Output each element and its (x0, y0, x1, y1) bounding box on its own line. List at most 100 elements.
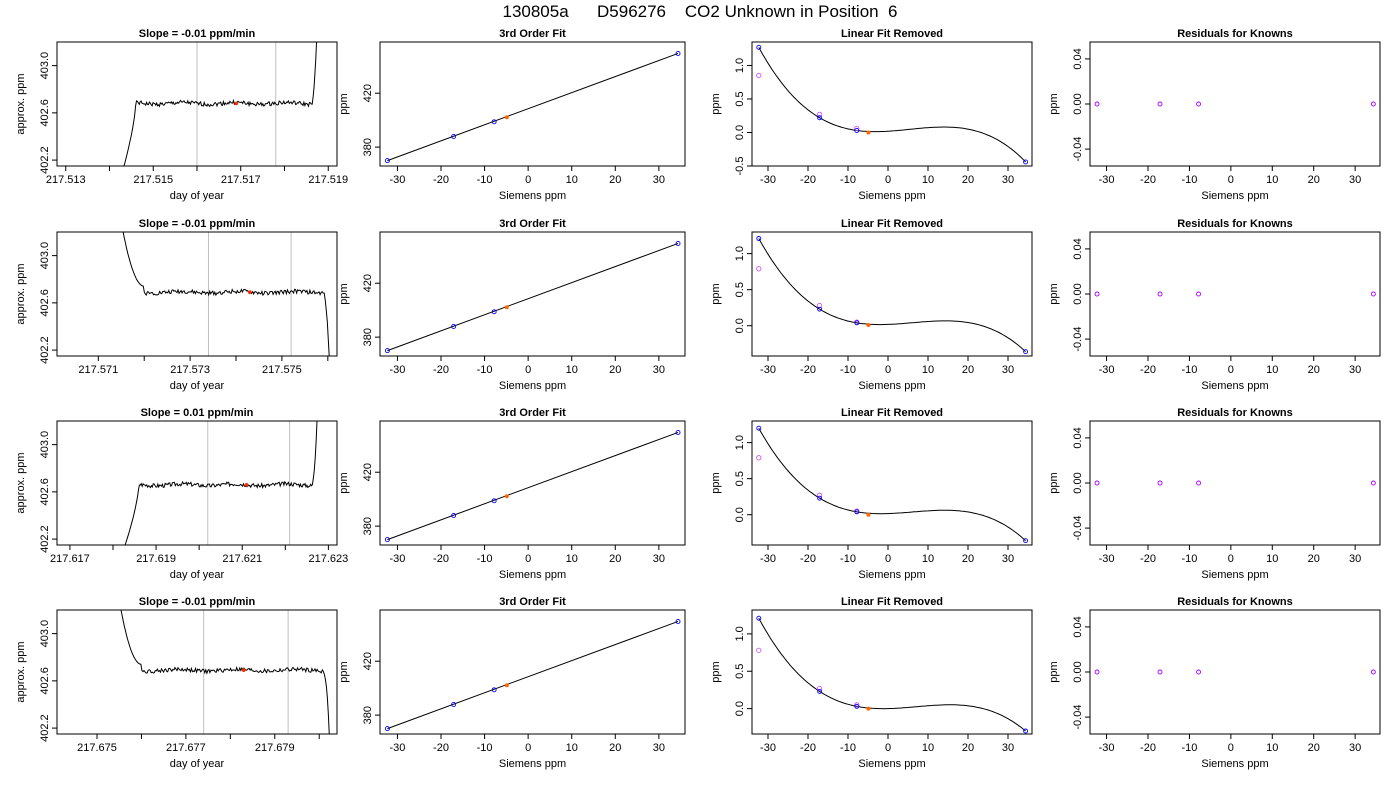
known-point (756, 615, 762, 621)
mean-marker (241, 668, 246, 673)
known-point (451, 513, 457, 518)
y-axis-label: ppm (1048, 472, 1060, 493)
x-tick-label: 20 (609, 174, 621, 186)
known-point (817, 688, 823, 694)
panel-title: Linear Fit Removed (841, 596, 943, 608)
y-axis-label: approx. ppm (15, 263, 27, 324)
plot-frame (751, 609, 1033, 735)
panel-fit-3: 3rd Order Fit -30 -20 -10 0 10 20 30 380 420 Sieme… (338, 407, 686, 581)
y-tick-label: -0.04 (1072, 516, 1084, 541)
x-tick-label: 217.519 (308, 174, 348, 186)
x-tick-label: 30 (653, 174, 665, 186)
x-tick-label: 30 (1349, 364, 1361, 376)
panel-linfit-1: Linear Fit Removed -30 -20 -10 0 10 20 30 -0.5 0.… (710, 28, 1033, 202)
panel-resid-1: Residuals for Knowns -30 -20 -10 0 10 20 30 -0.0… (1048, 28, 1381, 202)
x-tick-label: 217.677 (166, 742, 206, 754)
plot-area (756, 425, 1029, 544)
known-point (675, 241, 681, 246)
y-axis-label: approx. ppm (15, 641, 27, 702)
y-tick-label: 0.04 (1072, 48, 1084, 69)
y-axis-label: ppm (1048, 93, 1060, 114)
x-tick-label: 30 (1349, 742, 1361, 754)
known-point (854, 320, 860, 326)
x-tick-label: 10 (1266, 174, 1278, 186)
known-point (756, 44, 762, 50)
residual-point (1157, 291, 1163, 297)
plot-frame (379, 609, 686, 735)
plot-frame (1089, 609, 1381, 735)
panel-title: Residuals for Knowns (1177, 28, 1293, 40)
y-tick-label: 0.5 (734, 91, 746, 106)
y-tick-label: 402.6 (39, 667, 51, 695)
y-tick-label: 402.6 (39, 478, 51, 506)
concentration-trace (123, 42, 318, 166)
y-tick-label: 380 (362, 517, 374, 535)
x-tick-label: 10 (922, 742, 934, 754)
panel-resid-2: Residuals for Knowns -30 -20 -10 0 10 20 30 -0.0… (1048, 218, 1381, 392)
residual-point (1370, 669, 1376, 675)
x-tick-label: 217.679 (255, 742, 295, 754)
x-tick-label: 20 (609, 553, 621, 565)
x-tick-label: 0 (885, 553, 891, 565)
residual-point (1370, 101, 1376, 107)
x-tick-label: -30 (389, 742, 405, 754)
x-tick-label: -30 (389, 174, 405, 186)
x-tick-label: 0 (525, 174, 531, 186)
figure-title: 130805a D596276 CO2 Unknown in Position … (502, 2, 898, 21)
x-tick-label: 10 (1266, 742, 1278, 754)
y-axis-label: ppm (338, 472, 350, 493)
known-point (1023, 349, 1029, 355)
y-tick-label: 0.0 (734, 701, 746, 716)
x-axis-label: Siemens ppm (499, 569, 566, 581)
known-point (756, 425, 762, 431)
y-tick-label: 0.04 (1072, 427, 1084, 448)
known-point (756, 236, 762, 241)
x-tick-label: 0 (525, 742, 531, 754)
residual-point (1094, 669, 1100, 675)
cubic-curve (758, 238, 1026, 353)
plot-frame (1089, 231, 1381, 357)
x-tick-label: 30 (1349, 174, 1361, 186)
plot-area (1094, 480, 1376, 486)
concentration-trace (124, 421, 318, 545)
y-axis-label: ppm (710, 472, 722, 493)
x-tick-label: -20 (1140, 174, 1156, 186)
x-tick-label: 30 (1349, 553, 1361, 565)
y-axis-label: ppm (338, 661, 350, 682)
plot-area (384, 241, 681, 354)
x-tick-label: 217.513 (46, 174, 86, 186)
residual-point (1196, 101, 1201, 107)
x-tick-label: 20 (609, 742, 621, 754)
known-point (1023, 159, 1029, 165)
known-point (854, 128, 860, 133)
y-tick-label: 0.5 (734, 471, 746, 486)
y-tick-label: 402.6 (39, 99, 51, 127)
plot-frame (1089, 420, 1381, 546)
x-tick-label: 10 (566, 742, 578, 754)
x-tick-label: -10 (477, 364, 493, 376)
x-axis-label: Siemens ppm (1201, 380, 1268, 392)
known-point (675, 51, 681, 56)
known-point (854, 509, 860, 515)
x-tick-label: -30 (760, 742, 776, 754)
x-tick-label: 10 (922, 174, 934, 186)
known-point (817, 306, 823, 312)
y-tick-label: 0.00 (1072, 93, 1084, 114)
y-tick-label: 402.2 (39, 525, 51, 553)
plot-area (384, 51, 681, 164)
x-tick-label: -20 (433, 553, 449, 565)
panel-title: Residuals for Knowns (1177, 407, 1293, 419)
x-tick-label: 30 (1002, 174, 1014, 186)
cubic-curve (758, 427, 1026, 542)
plot-frame (751, 231, 1033, 357)
x-tick-label: -10 (477, 742, 493, 754)
y-axis-label: ppm (710, 661, 722, 682)
y-tick-label: 380 (362, 328, 374, 346)
y-tick-label: 420 (362, 274, 374, 292)
unknown-point (866, 512, 871, 517)
panel-title: Slope = -0.01 ppm/min (139, 28, 256, 40)
residual-point (1196, 291, 1201, 297)
x-tick-label: 0 (525, 553, 531, 565)
x-tick-label: 217.573 (170, 364, 210, 376)
